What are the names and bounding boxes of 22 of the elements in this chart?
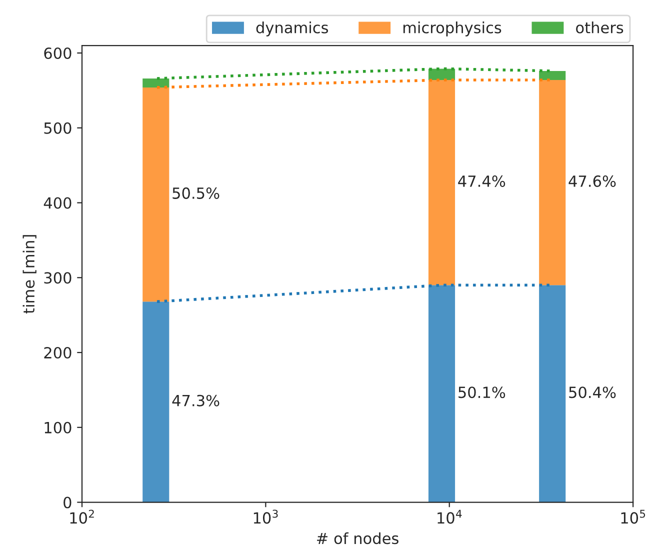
annotation: 47.4% bbox=[458, 175, 506, 187]
annotation: 47.6% bbox=[568, 175, 616, 187]
legend-label: others bbox=[576, 22, 624, 34]
annotation: 47.3% bbox=[172, 394, 220, 406]
legend-label: microphysics bbox=[403, 22, 502, 36]
y-tick-label: 300 bbox=[44, 272, 72, 284]
legend-label: dynamics bbox=[256, 22, 328, 36]
y-tick-label: 100 bbox=[44, 422, 72, 434]
x-tick-label: 10$^{4}$ bbox=[438, 510, 462, 524]
annotation: 50.4% bbox=[569, 386, 616, 398]
y-tick-label: 200 bbox=[44, 346, 72, 359]
annotation: 50.1% bbox=[458, 386, 506, 398]
y-axis-title: time [min] bbox=[22, 235, 36, 314]
x-axis-title: # of nodes bbox=[317, 532, 398, 544]
y-tick-label: 400 bbox=[44, 197, 72, 209]
x-tick-label: 10$^{2}$ bbox=[70, 510, 94, 524]
y-tick-label: 500 bbox=[44, 122, 72, 134]
annotation: 50.5% bbox=[172, 187, 220, 199]
y-tick-label: 0 bbox=[64, 496, 72, 508]
y-tick-label: 600 bbox=[44, 47, 72, 60]
x-tick-label: 10$^{3}$ bbox=[254, 510, 278, 524]
x-tick-label: 10$^{5}$ bbox=[621, 510, 646, 524]
